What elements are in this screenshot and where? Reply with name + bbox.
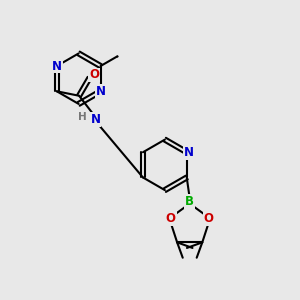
Text: B: B [185,195,194,208]
Text: H: H [78,112,87,122]
Text: N: N [52,59,62,73]
Text: N: N [90,113,100,126]
Text: N: N [95,85,106,98]
Text: O: O [166,212,176,225]
Text: O: O [204,212,214,225]
Text: N: N [184,146,194,159]
Text: O: O [89,68,99,82]
